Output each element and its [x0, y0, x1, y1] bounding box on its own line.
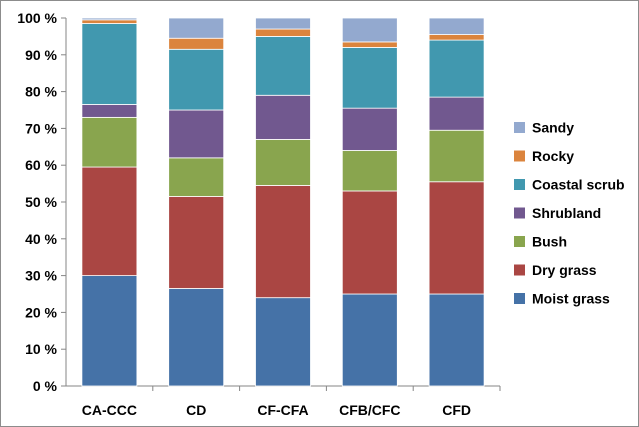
bar-segment-rocky [168, 37, 225, 50]
legend-item-sandy: Sandy [514, 120, 574, 136]
bar-segment-dry-grass [255, 185, 311, 299]
legend-item-rocky: Rocky [514, 148, 574, 164]
bar-segment-rocky [428, 34, 485, 41]
bars [81, 17, 485, 387]
bar-segment-shrubland [81, 104, 138, 118]
y-tick-label: 50 % [25, 194, 57, 210]
bar-segment-sandy [428, 17, 485, 35]
legend-label: Moist grass [532, 291, 610, 307]
x-tick-label: CFB/CFC [339, 402, 400, 418]
bar-stack-cfb-cfc [341, 17, 398, 387]
bar-stack-ca-ccc [81, 17, 138, 387]
bar-segment-moist-grass [341, 293, 398, 387]
legend-item-dry-grass: Dry grass [514, 262, 597, 278]
legend-label: Bush [532, 234, 567, 250]
legend-item-shrubland: Shrubland [514, 205, 601, 221]
bar-segment-bush [428, 129, 485, 183]
bar-segment-rocky [255, 28, 311, 37]
bar-segment-coastal-scrub [168, 48, 225, 111]
y-axis-ticks: 0 % 10 % 20 % 30 % 40 % 50 % 60 % 70 % 80 % 90 % 1… [17, 10, 66, 394]
x-tick-label: CF-CFA [257, 402, 308, 418]
legend-item-moist-grass: Moist grass [514, 291, 610, 307]
bar-segment-sandy [168, 17, 225, 39]
bar-segment-moist-grass [255, 297, 311, 387]
y-tick-label: 30 % [25, 268, 57, 284]
bar-segment-shrubland [255, 94, 311, 140]
y-tick-label: 100 % [17, 10, 57, 26]
x-tick-label: CA-CCC [82, 402, 137, 418]
bar-segment-coastal-scrub [255, 36, 311, 96]
legend-item-bush: Bush [514, 234, 567, 250]
bar-stack-cd [168, 17, 225, 387]
legend-swatch [514, 207, 525, 219]
bar-segment-bush [168, 157, 225, 197]
bar-segment-moist-grass [168, 288, 225, 387]
x-axis-labels: CA-CCC CD CF-CFA CFB/CFC CFD [82, 386, 501, 418]
y-tick-label: 10 % [25, 341, 57, 357]
bar-segment-bush [81, 116, 138, 168]
bar-stack-cf-cfa [255, 17, 311, 387]
bar-segment-dry-grass [81, 166, 138, 276]
bar-segment-shrubland [341, 107, 398, 151]
bar-segment-bush [255, 139, 311, 186]
legend-label: Sandy [532, 120, 574, 136]
bar-segment-dry-grass [428, 181, 485, 295]
y-tick-label: 60 % [25, 157, 57, 173]
legend-label: Coastal scrub [532, 177, 625, 193]
bar-segment-shrubland [428, 96, 485, 131]
y-tick-label: 90 % [25, 47, 57, 63]
bar-segment-sandy [81, 17, 138, 21]
y-tick-label: 80 % [25, 84, 57, 100]
bar-segment-coastal-scrub [341, 47, 398, 109]
legend-swatch [514, 179, 525, 190]
legend-label: Shrubland [532, 205, 601, 221]
bar-stack-cfd [428, 17, 485, 387]
legend: Sandy Rocky Coastal scrub Shrubland Bush Dry … [514, 120, 625, 307]
legend-label: Dry grass [532, 262, 597, 278]
legend-swatch [514, 293, 525, 304]
bar-segment-moist-grass [428, 293, 485, 387]
y-tick-label: 40 % [25, 231, 57, 247]
legend-swatch [514, 236, 525, 247]
y-tick-label: 20 % [25, 304, 57, 320]
bar-segment-coastal-scrub [428, 39, 485, 98]
y-tick-label: 70 % [25, 120, 57, 136]
legend-label: Rocky [532, 148, 574, 164]
bar-segment-coastal-scrub [81, 23, 138, 105]
legend-swatch [514, 264, 525, 276]
legend-swatch [514, 122, 525, 133]
bar-segment-bush [341, 150, 398, 192]
bar-segment-sandy [255, 17, 311, 30]
plot-area: 0 % 10 % 20 % 30 % 40 % 50 % 60 % 70 % 80 % 90 % 1… [17, 10, 501, 418]
bar-segment-sandy [341, 17, 398, 43]
bar-segment-shrubland [168, 109, 225, 159]
legend-swatch [514, 150, 525, 162]
x-tick-label: CD [186, 402, 206, 418]
bar-segment-moist-grass [81, 275, 138, 387]
bar-segment-dry-grass [341, 190, 398, 295]
bar-segment-rocky [81, 19, 138, 24]
x-tick-label: CFD [442, 402, 471, 418]
y-tick-label: 0 % [33, 378, 58, 394]
bar-segment-rocky [341, 41, 398, 48]
bar-segment-dry-grass [168, 196, 225, 289]
legend-item-coastal-scrub: Coastal scrub [514, 177, 625, 193]
